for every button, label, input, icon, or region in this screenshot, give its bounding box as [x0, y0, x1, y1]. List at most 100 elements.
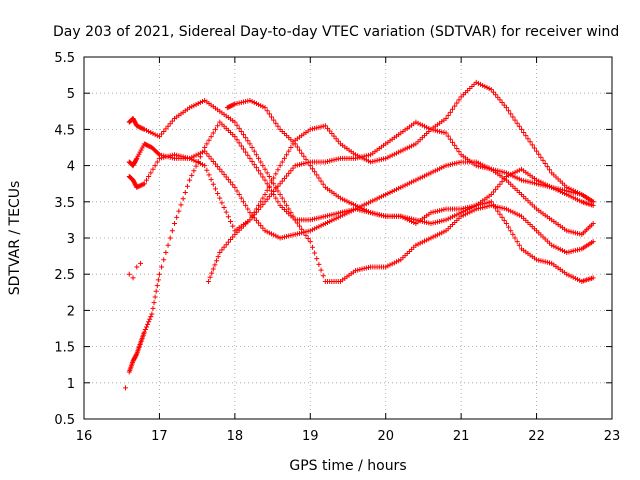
data-point — [495, 94, 501, 100]
data-point — [518, 126, 524, 132]
data-point — [217, 249, 223, 255]
data-point — [215, 191, 221, 197]
data-point — [232, 184, 238, 190]
data-point — [281, 199, 287, 205]
data-point — [138, 260, 144, 266]
data-point — [126, 271, 132, 277]
data-point — [206, 137, 212, 143]
data-point — [174, 214, 180, 220]
data-point — [266, 194, 272, 200]
data-point — [210, 130, 216, 136]
data-point — [454, 100, 460, 106]
data-point — [488, 199, 494, 205]
data-point — [258, 171, 264, 177]
data-point — [154, 283, 160, 289]
data-point — [294, 144, 300, 150]
data-point — [165, 123, 171, 129]
data-point — [260, 225, 266, 231]
data-point — [232, 134, 238, 140]
x-tick-label: 20 — [377, 429, 394, 444]
series-track-6 — [224, 97, 596, 284]
data-point — [303, 156, 309, 162]
data-point — [221, 171, 227, 177]
data-point — [204, 151, 210, 157]
data-point — [243, 149, 249, 155]
ticks-layer — [83, 56, 613, 420]
data-point — [499, 100, 505, 106]
data-point — [251, 162, 257, 168]
data-point — [228, 237, 234, 243]
data-point — [223, 242, 229, 248]
data-point — [316, 175, 322, 181]
data-point — [493, 205, 499, 211]
data-point — [266, 111, 272, 117]
data-point — [279, 195, 285, 201]
data-point — [501, 217, 507, 223]
data-point — [130, 275, 136, 281]
data-point — [152, 163, 158, 169]
data-point — [314, 256, 320, 262]
data-point — [146, 319, 152, 325]
data-point — [204, 167, 210, 173]
data-point — [488, 192, 494, 198]
data-point — [245, 206, 251, 212]
data-point — [143, 324, 149, 330]
data-point — [273, 120, 279, 126]
data-point — [243, 202, 249, 208]
data-point — [150, 166, 156, 172]
data-point — [247, 217, 253, 223]
data-point — [514, 239, 520, 245]
data-point — [212, 161, 218, 167]
data-point — [221, 244, 227, 250]
data-point — [521, 130, 527, 136]
data-point — [322, 123, 328, 129]
data-point — [512, 117, 518, 123]
data-point — [204, 141, 210, 147]
data-point — [230, 182, 236, 188]
data-point — [234, 122, 240, 128]
data-point — [452, 142, 458, 148]
data-point — [256, 155, 262, 161]
data-point — [169, 118, 175, 124]
data-point — [238, 195, 244, 201]
data-point — [514, 120, 520, 126]
data-point — [228, 179, 234, 185]
data-point — [258, 199, 264, 205]
data-point — [134, 264, 140, 270]
data-point — [531, 145, 537, 151]
data-point — [534, 148, 540, 154]
data-point — [231, 102, 237, 108]
y-tick-label: 3 — [67, 232, 75, 247]
data-point — [258, 223, 264, 229]
data-point — [590, 239, 596, 245]
data-point — [262, 177, 268, 183]
data-point — [141, 181, 147, 187]
data-point — [516, 123, 522, 129]
data-point — [230, 223, 236, 229]
data-point — [318, 267, 324, 273]
data-point — [284, 152, 290, 158]
data-point — [228, 218, 234, 224]
data-point — [212, 262, 218, 268]
data-point — [286, 148, 292, 154]
data-point — [208, 156, 214, 162]
data-point — [152, 294, 158, 300]
data-point — [208, 177, 214, 183]
data-point — [256, 168, 262, 174]
data-point — [247, 155, 253, 161]
data-point — [529, 142, 535, 148]
data-point — [207, 274, 213, 280]
data-point — [508, 228, 514, 234]
data-point — [249, 145, 255, 150]
data-point — [163, 126, 169, 132]
data-point — [238, 143, 244, 149]
chart-title: Day 203 of 2021, Sidereal Day-to-day VTE… — [53, 24, 619, 40]
data-point — [312, 169, 318, 175]
data-point — [547, 167, 553, 173]
data-point — [251, 210, 257, 216]
data-point — [180, 196, 186, 202]
series-track-7 — [122, 260, 144, 391]
data-point — [447, 136, 453, 142]
data-point — [527, 139, 533, 145]
